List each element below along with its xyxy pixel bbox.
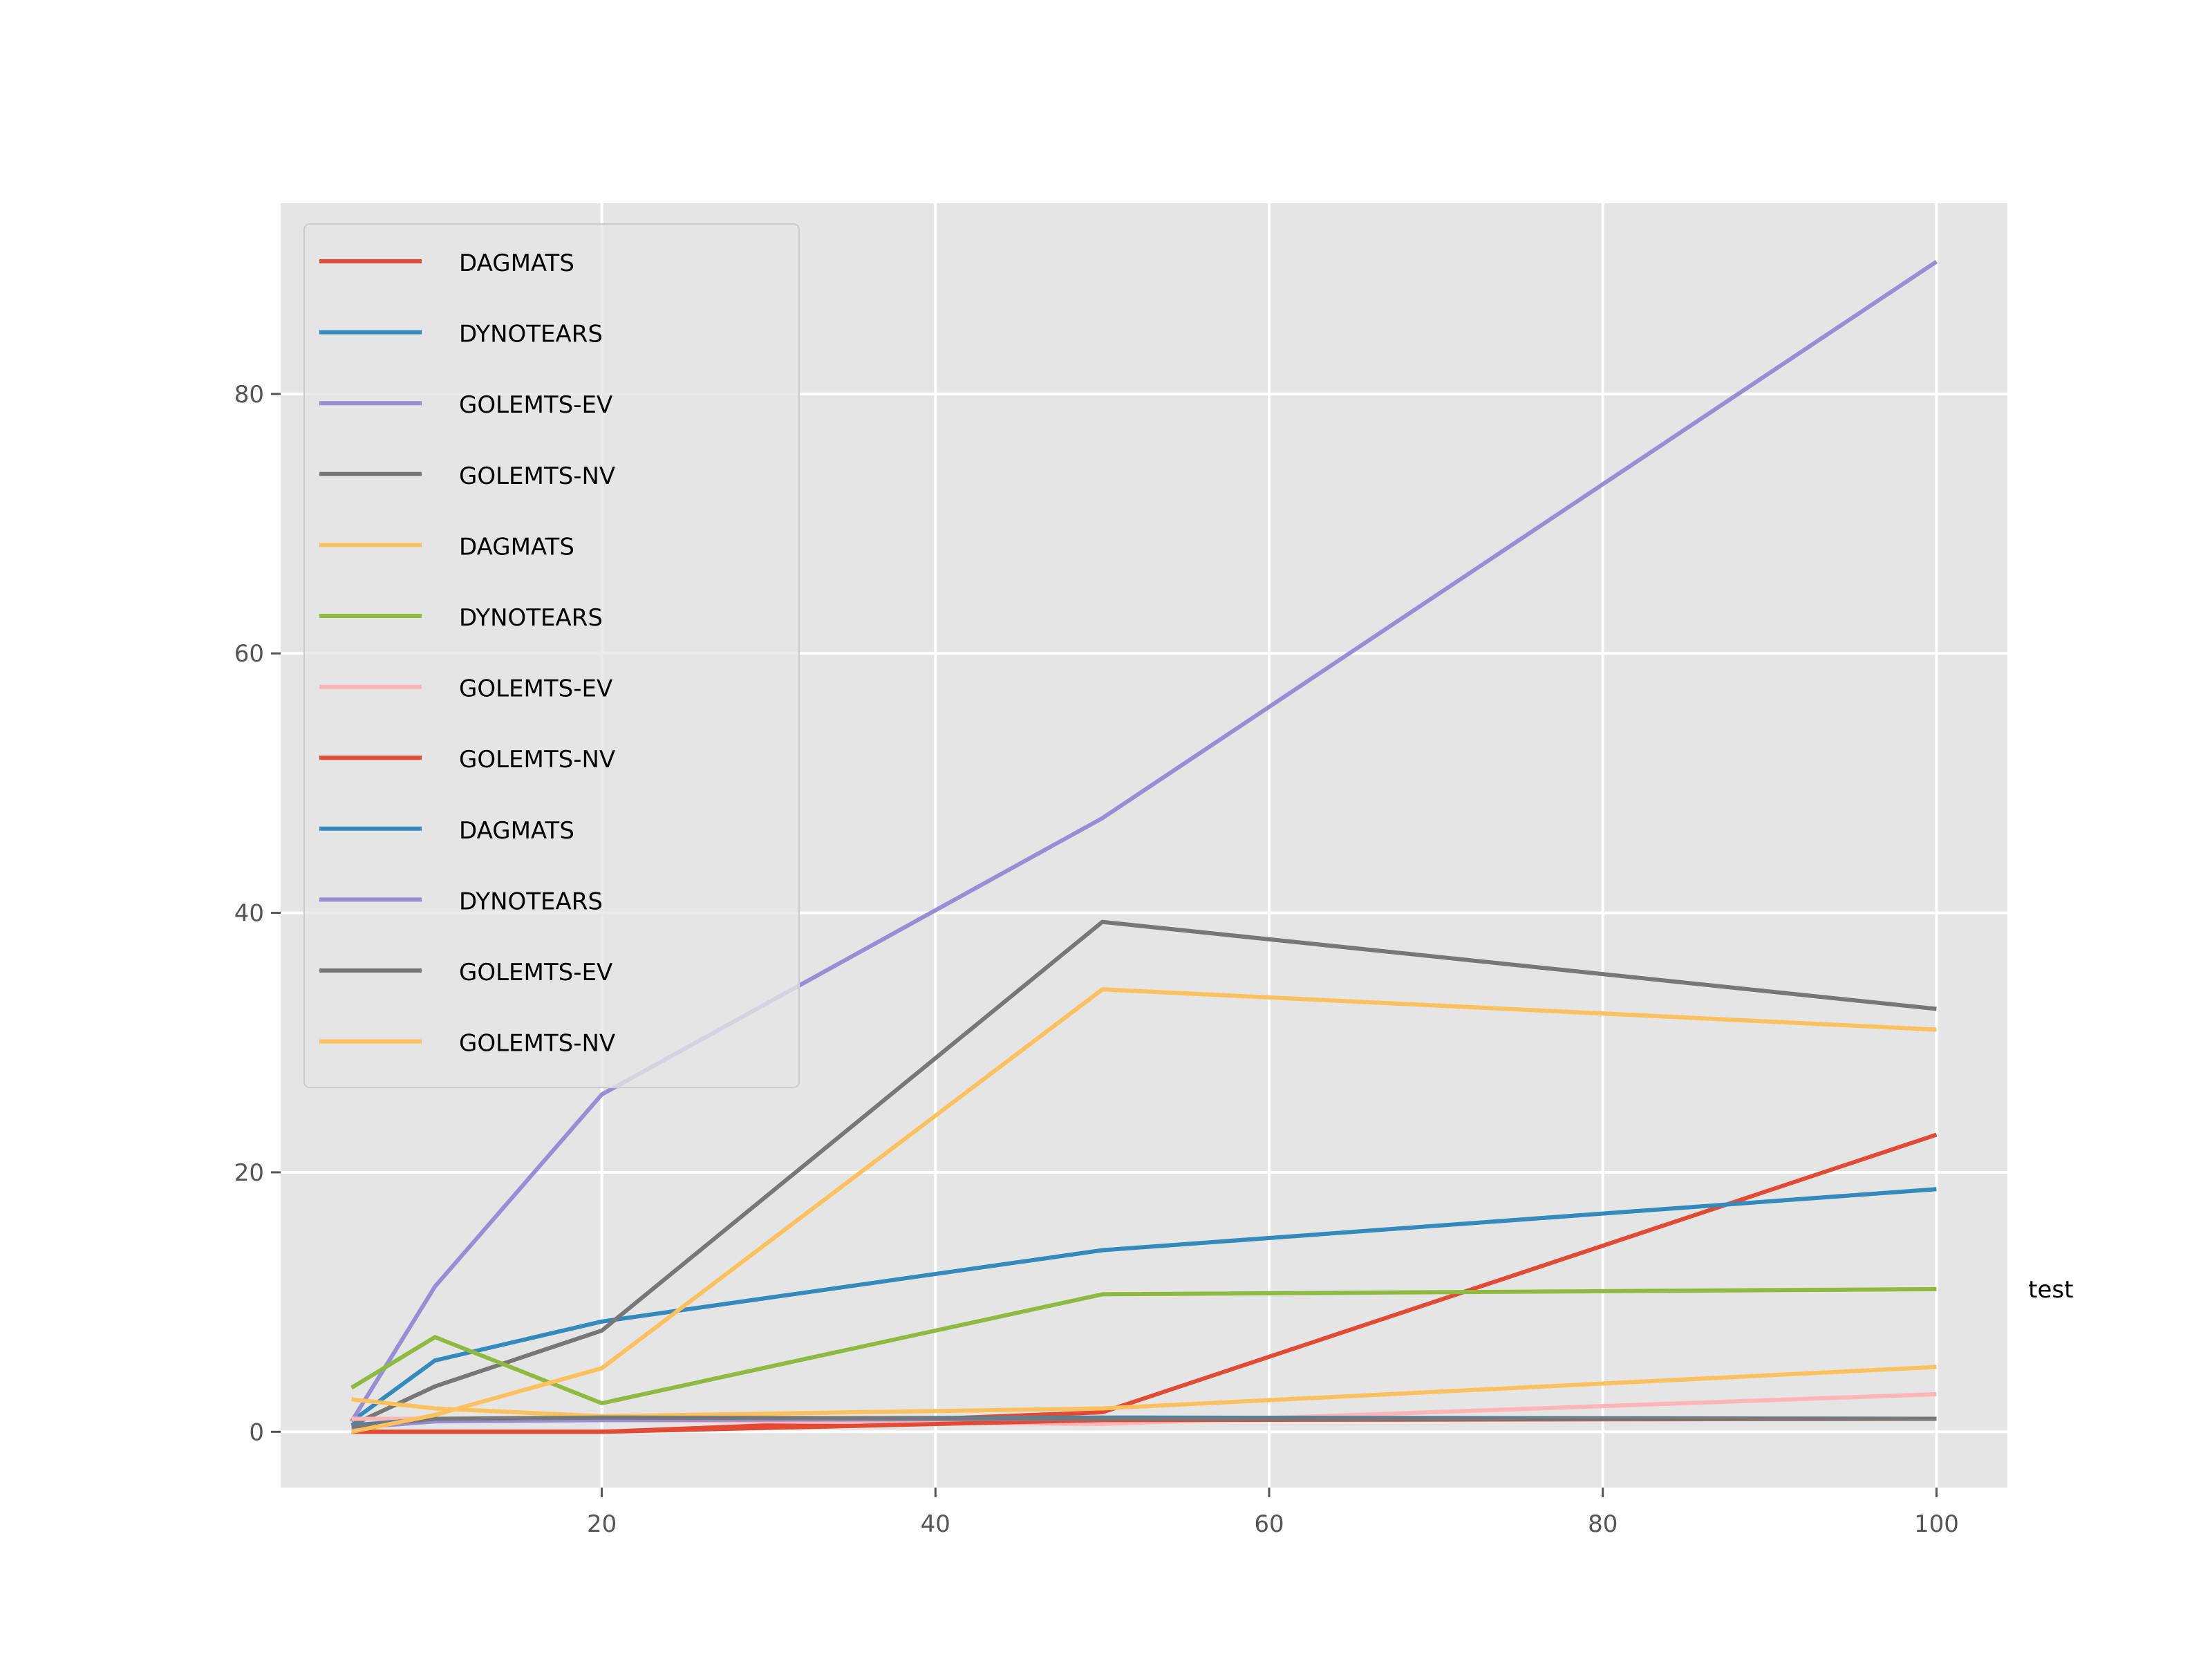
y-tick-label: 20 — [234, 1159, 264, 1187]
x-tick-label: 80 — [1588, 1510, 1618, 1538]
legend-label: DYNOTEARS — [459, 321, 603, 348]
annotations: test — [2028, 1276, 2073, 1304]
y-tick-label: 0 — [249, 1418, 264, 1446]
legend-label: GOLEMTS-NV — [459, 746, 615, 774]
x-tick-label: 100 — [1914, 1510, 1959, 1538]
legend-label: DAGMATS — [459, 250, 574, 277]
series-line-3 — [350, 260, 1938, 1423]
legend: DAGMATS DYNOTEARS GOLEMTS-EV GOLEMTS-NV DAGM… — [303, 223, 800, 1089]
series-lines — [350, 260, 1938, 1434]
legend-label: GOLEMTS-NV — [459, 1030, 615, 1058]
legend-label: GOLEMTS-NV — [459, 462, 615, 490]
x-tick-label: 20 — [587, 1510, 617, 1538]
legend-label: DYNOTEARS — [459, 604, 603, 632]
series-line-6 — [350, 1286, 1937, 1405]
tick-labels: 20 40 60 80 100 0 20 40 60 80 — [234, 381, 1959, 1538]
y-tick-label: 80 — [234, 381, 264, 409]
series-line-4 — [350, 919, 1937, 1427]
y-tick-label: 60 — [234, 640, 264, 668]
legend-label: DAGMATS — [459, 533, 574, 561]
annotation-text: test — [2028, 1276, 2073, 1304]
legend-label: GOLEMTS-EV — [459, 391, 612, 419]
x-tick-label: 40 — [921, 1510, 950, 1538]
series-line-12 — [351, 987, 1937, 1434]
x-tick-label: 60 — [1254, 1510, 1284, 1538]
legend-label: DYNOTEARS — [459, 888, 603, 915]
y-tick-label: 40 — [234, 900, 264, 928]
legend-label: GOLEMTS-EV — [459, 675, 612, 703]
legend-label: DAGMATS — [459, 817, 574, 845]
legend-label: GOLEMTS-EV — [459, 959, 612, 986]
legend-box — [303, 223, 800, 1089]
series-line-2 — [350, 1187, 1937, 1423]
